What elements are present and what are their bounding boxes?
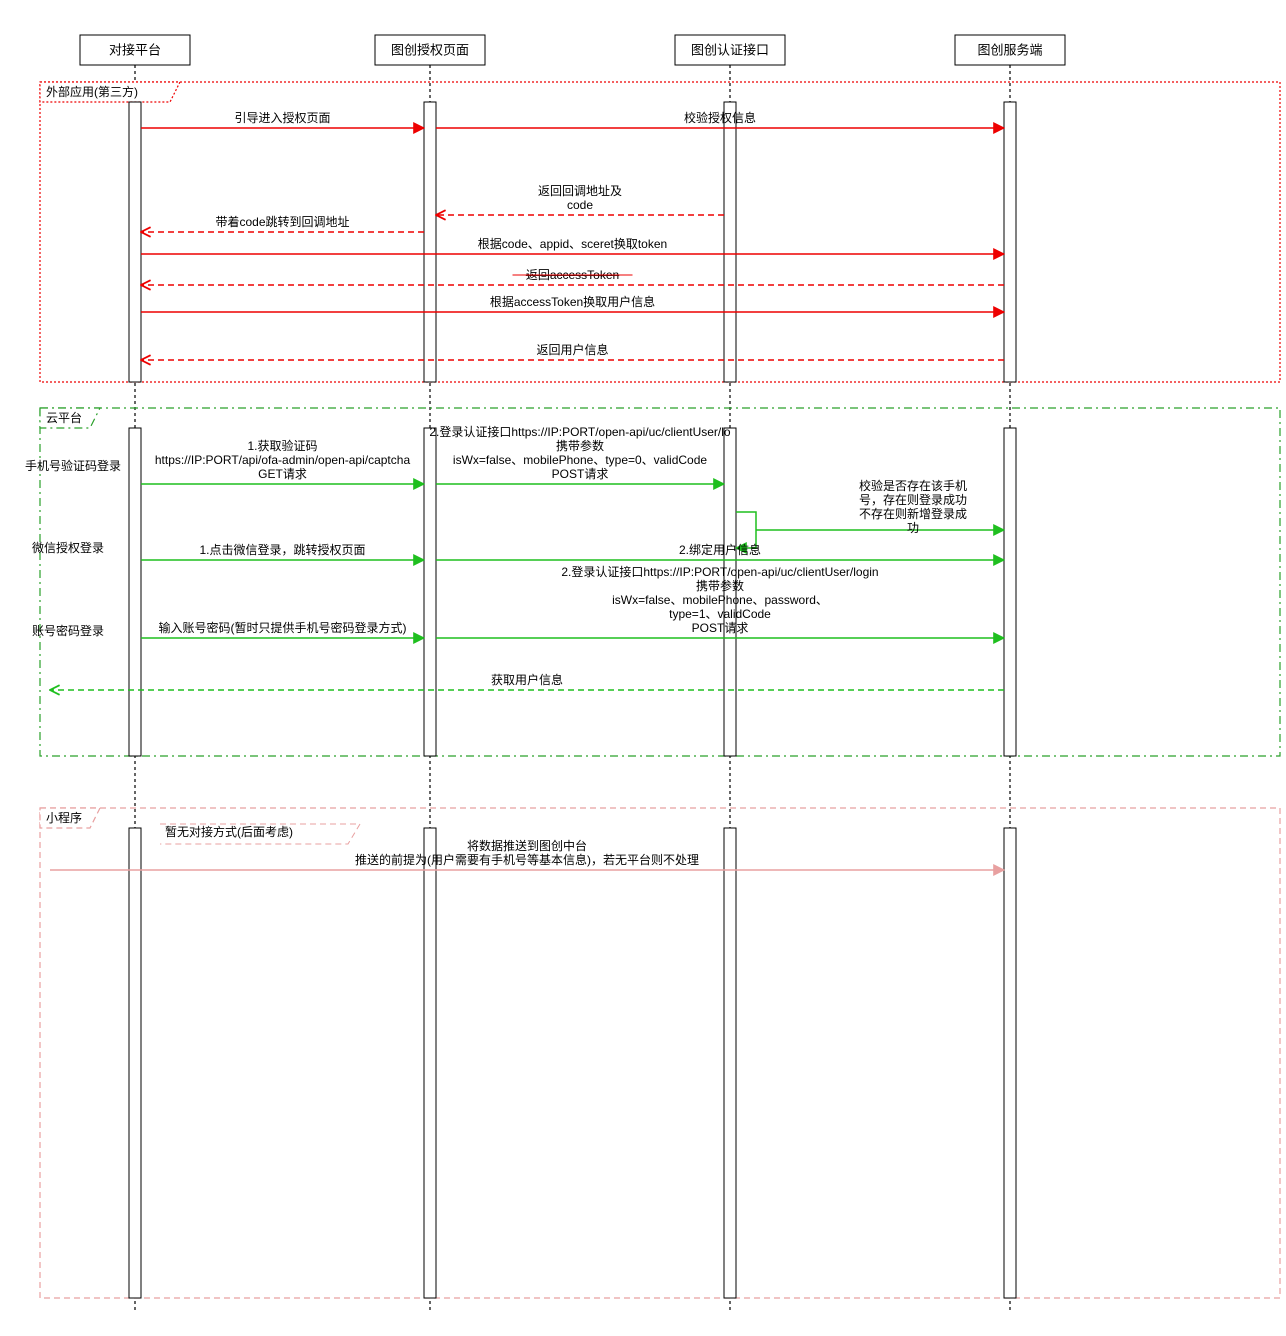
side-label: 手机号验证码登录	[25, 458, 121, 473]
message-label: 2.绑定用户信息	[679, 542, 761, 557]
message-label: 携带参数	[556, 438, 604, 453]
message-label: 不存在则新增登录成	[859, 506, 967, 521]
group-label: 小程序	[46, 810, 82, 825]
participant-label: 图创认证接口	[691, 42, 769, 57]
activation-bar	[129, 102, 141, 382]
side-label: 暂无对接方式(后面考虑)	[165, 824, 293, 839]
message-label: 2.登录认证接口https://IP:PORT/open-api/uc/clie…	[561, 564, 878, 579]
message-label: 1.获取验证码	[247, 438, 317, 453]
message-label: GET请求	[258, 467, 307, 481]
message-label: 返回回调地址及	[538, 184, 622, 198]
message-label: POST请求	[692, 621, 749, 635]
group-box	[40, 82, 1280, 382]
activation-bar	[424, 428, 436, 756]
message-label: 将数据推送到图创中台	[467, 838, 587, 853]
activation-bar	[1004, 428, 1016, 756]
activation-bar	[424, 102, 436, 382]
message-label: 2.登录认证接口https://IP:PORT/open-api/uc/clie…	[429, 424, 731, 439]
group-box	[40, 808, 1280, 1298]
activation-bar	[129, 828, 141, 1298]
message-label: 获取用户信息	[491, 672, 563, 687]
message-label: type=1、validCode	[669, 607, 771, 621]
group-label: 外部应用(第三方)	[46, 84, 138, 99]
activation-bar	[724, 828, 736, 1298]
message-label: 输入账号密码(暂时只提供手机号密码登录方式)	[159, 620, 407, 635]
message-label: 携带参数	[696, 578, 744, 593]
message-label: 根据accessToken换取用户信息	[490, 294, 655, 309]
message-label: 校验授权信息	[684, 110, 756, 125]
participant-label: 图创授权页面	[391, 42, 469, 57]
activation-bar	[424, 828, 436, 1298]
group-label: 云平台	[46, 410, 82, 425]
side-label: 账号密码登录	[32, 623, 104, 638]
message-label: 1.点击微信登录，跳转授权页面	[199, 542, 365, 557]
message-label: 功	[907, 521, 919, 535]
message-label: 引导进入授权页面	[234, 110, 330, 125]
message-label: https://IP:PORT/api/ofa-admin/open-api/c…	[155, 453, 411, 467]
activation-bar	[129, 428, 141, 756]
participant-label: 图创服务端	[977, 42, 1042, 57]
message-label: isWx=false、mobilePhone、password、	[612, 593, 828, 607]
side-label: 微信授权登录	[32, 540, 104, 555]
message-label: 返回用户信息	[536, 342, 608, 357]
message-label: isWx=false、mobilePhone、type=0、validCode	[453, 453, 707, 467]
message-label: 推送的前提为(用户需要有手机号等基本信息)，若无平台则不处理	[355, 852, 699, 867]
activation-bar	[1004, 102, 1016, 382]
message-label: 带着code跳转到回调地址	[215, 214, 349, 229]
message-label: POST请求	[552, 467, 609, 481]
participant-label: 对接平台	[109, 42, 161, 57]
message-label: 号，存在则登录成功	[859, 492, 967, 507]
activation-bar	[724, 102, 736, 382]
message-label: 校验是否存在该手机	[859, 478, 967, 493]
activation-bar	[1004, 828, 1016, 1298]
message-label: 根据code、appid、sceret换取token	[478, 237, 667, 251]
message-label: code	[567, 198, 593, 212]
